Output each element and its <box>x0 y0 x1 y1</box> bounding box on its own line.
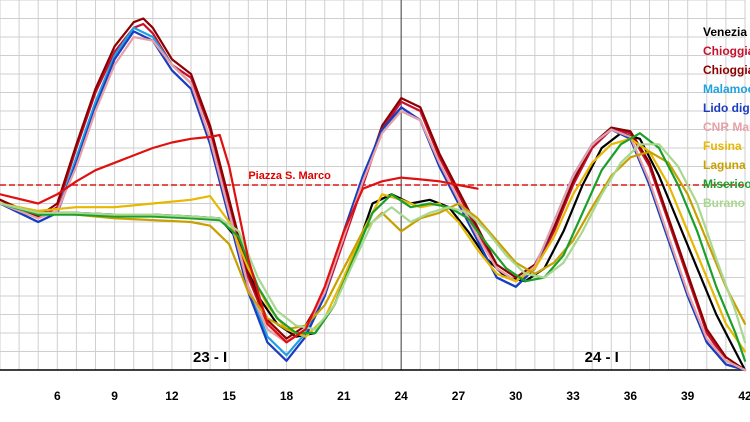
x-axis-ticks: 6 9 12 15 18 21 24 27 30 33 36 39 42 <box>54 389 750 403</box>
x-tick-label: 27 <box>452 389 466 403</box>
legend-entry: CNR Mare <box>703 120 750 134</box>
x-tick-label: 30 <box>509 389 523 403</box>
legend-entry: Chioggia <box>703 44 750 58</box>
x-tick-label: 39 <box>681 389 695 403</box>
series-line-misericordia-8 <box>0 132 747 362</box>
x-tick-label: 33 <box>566 389 580 403</box>
series-line-fusina-6 <box>0 137 747 353</box>
series-line-burano-9 <box>0 143 747 344</box>
legend-entry: Malamocco <box>703 82 750 96</box>
legend-entry: Lido diga <box>703 101 750 115</box>
day-labels: 23 - I 24 - I <box>193 349 619 366</box>
series-line-unlabeled-10 <box>0 133 479 344</box>
legend-entry: Fusina <box>703 139 742 153</box>
legend-entry: Laguna <box>703 158 746 172</box>
series-line-venezia-0 <box>0 132 747 372</box>
x-tick-label: 18 <box>280 389 294 403</box>
reference-line-label: Piazza S. Marco <box>248 170 331 182</box>
day-label: 24 - I <box>585 349 619 366</box>
series-line-cnr-mare-5 <box>0 35 747 372</box>
series-line-lido-diga-4 <box>0 30 747 372</box>
series-line-malamocco-3 <box>0 26 747 372</box>
series-line-chioggia-1 <box>0 22 747 372</box>
x-tick-label: 15 <box>223 389 237 403</box>
legend-entry: Misericordia <box>703 177 750 191</box>
x-tick-label: 42 <box>738 389 750 403</box>
legend-entry: Venezia <box>703 25 747 39</box>
legend-entry: Burano <box>703 196 745 210</box>
x-tick-label: 24 <box>394 389 408 403</box>
x-tick-label: 9 <box>111 389 118 403</box>
series-group <box>0 17 747 372</box>
day-label: 23 - I <box>193 349 227 366</box>
x-tick-label: 36 <box>624 389 638 403</box>
x-tick-label: 12 <box>165 389 179 403</box>
legend: Venezia Chioggia Chioggia Malamocco Lido dig… <box>703 25 750 210</box>
x-tick-label: 6 <box>54 389 61 403</box>
legend-entry: Chioggia <box>703 63 750 77</box>
x-tick-label: 21 <box>337 389 351 403</box>
